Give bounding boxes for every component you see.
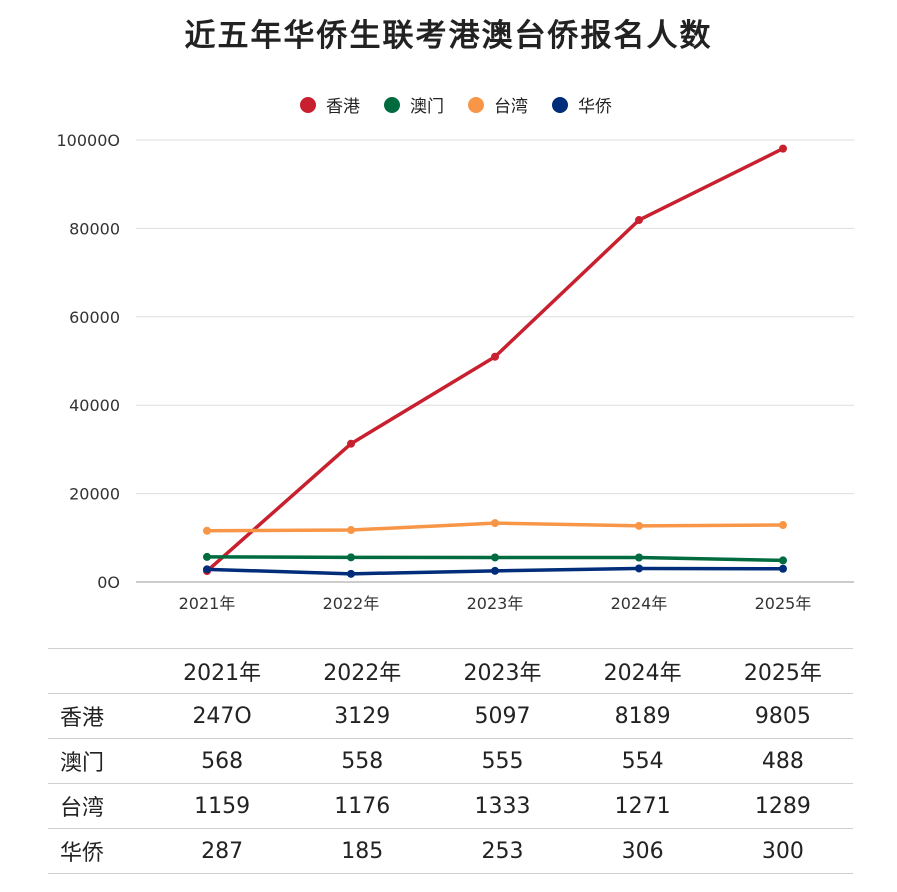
- legend-item-overseas[interactable]: 华侨: [552, 92, 612, 117]
- table-cell: 488: [712, 738, 853, 784]
- table-cell: 3129: [292, 693, 433, 739]
- y-tick-label: 60000: [69, 308, 120, 327]
- data-point: [491, 553, 499, 562]
- table-row-label: 华侨: [48, 828, 152, 874]
- table-row-label: 台湾: [48, 783, 152, 829]
- legend-marker-taiwan: [468, 96, 484, 113]
- data-point: [347, 439, 355, 448]
- table-header-cell: 2024年: [572, 648, 713, 694]
- data-point: [491, 519, 499, 528]
- data-point: [779, 144, 787, 153]
- data-point: [347, 569, 355, 578]
- x-tick-label: 2025年: [755, 594, 812, 613]
- data-point: [635, 553, 643, 562]
- table-row: 澳门 568 558 555 554 488: [48, 738, 853, 784]
- table-cell: 185: [292, 828, 433, 874]
- line-chart: 0O 20000 40000 60000 80000 10000O 2021年 2022年 20…: [57, 131, 854, 613]
- data-point: [347, 553, 355, 562]
- table-cell: 554: [572, 738, 713, 784]
- data-point: [779, 556, 787, 565]
- x-tick-label: 2023年: [467, 594, 524, 613]
- data-table: 2021年 2022年 2023年 2024年 2025年 香港 247O 31…: [48, 648, 853, 874]
- data-point: [203, 565, 211, 574]
- legend-marker-hongkong: [300, 96, 316, 113]
- data-point: [635, 216, 643, 225]
- legend: 香港 澳门 台湾 华侨: [300, 92, 636, 117]
- table-row: 香港 247O 3129 5097 8189 9805: [48, 693, 853, 739]
- legend-marker-macau: [384, 96, 400, 113]
- table-header-cell: 2025年: [712, 648, 853, 694]
- legend-item-taiwan[interactable]: 台湾: [468, 92, 528, 117]
- table-cell: 1271: [572, 783, 713, 829]
- y-tick-label: 40000: [69, 396, 120, 415]
- legend-item-macau[interactable]: 澳门: [384, 92, 444, 117]
- table-cell: 1176: [292, 783, 433, 829]
- table-cell: 287: [152, 828, 293, 874]
- table-header-cell: 2022年: [292, 648, 433, 694]
- table-header-cell: 2023年: [432, 648, 573, 694]
- data-point: [779, 564, 787, 573]
- data-point: [203, 552, 211, 561]
- x-tick-label: 2022年: [323, 594, 380, 613]
- y-tick-label: 0O: [97, 573, 120, 592]
- data-point: [203, 526, 211, 535]
- table-cell: 9805: [712, 693, 853, 739]
- table-cell: 1333: [432, 783, 573, 829]
- legend-label-taiwan: 台湾: [494, 97, 528, 117]
- table-cell: 306: [572, 828, 713, 874]
- table-cell: 247O: [152, 693, 293, 739]
- data-point: [491, 566, 499, 575]
- data-point: [491, 352, 499, 361]
- table-cell: 8189: [572, 693, 713, 739]
- legend-label-overseas: 华侨: [578, 97, 612, 117]
- data-point: [635, 564, 643, 573]
- table-cell: 555: [432, 738, 573, 784]
- table-cell: 253: [432, 828, 573, 874]
- y-tick-label: 10000O: [57, 131, 121, 150]
- y-tick-label: 20000: [69, 485, 120, 504]
- table-corner-cell: [48, 648, 152, 694]
- data-point: [779, 521, 787, 530]
- legend-label-macau: 澳门: [410, 97, 444, 117]
- y-tick-label: 80000: [69, 219, 120, 238]
- legend-marker-overseas: [552, 96, 568, 113]
- table-cell: 1159: [152, 783, 293, 829]
- table-row-label: 香港: [48, 693, 152, 739]
- table-header-cell: 2021年: [152, 648, 293, 694]
- data-point: [635, 521, 643, 530]
- table-cell: 1289: [712, 783, 853, 829]
- table-cell: 300: [712, 828, 853, 874]
- table-row: 台湾 1159 1176 1333 1271 1289: [48, 783, 853, 829]
- table-row-label: 澳门: [48, 738, 152, 784]
- table-cell: 5097: [432, 693, 573, 739]
- table-row: 华侨 287 185 253 306 300: [48, 828, 853, 874]
- chart-title: 近五年华侨生联考港澳台侨报名人数: [184, 18, 713, 54]
- table-header-row: 2021年 2022年 2023年 2024年 2025年: [48, 648, 853, 694]
- data-point: [347, 526, 355, 535]
- x-tick-label: 2021年: [179, 594, 236, 613]
- x-tick-label: 2024年: [611, 594, 668, 613]
- legend-label-hongkong: 香港: [326, 97, 360, 117]
- table-cell: 558: [292, 738, 433, 784]
- table-cell: 568: [152, 738, 293, 784]
- legend-item-hongkong[interactable]: 香港: [300, 92, 360, 117]
